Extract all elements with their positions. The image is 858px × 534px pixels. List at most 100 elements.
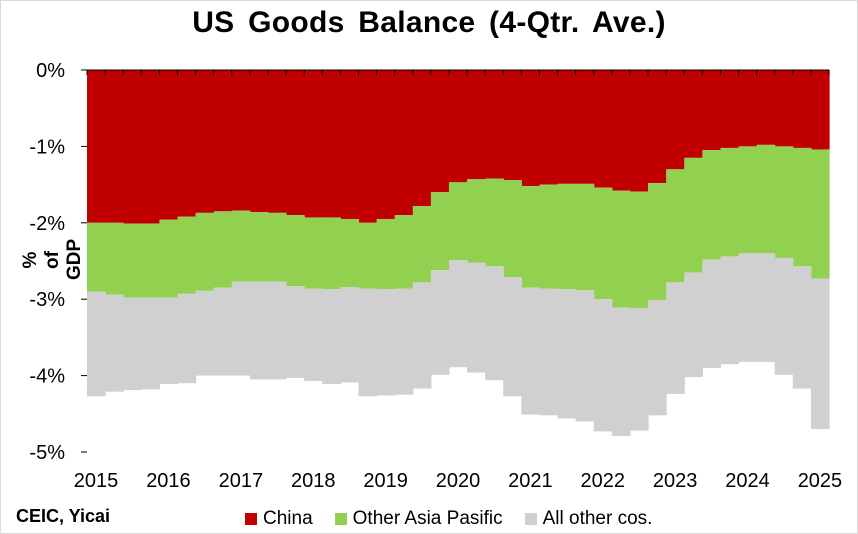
area-segment-all-other-cos- — [213, 287, 233, 376]
x-tick-label: 2024 — [725, 470, 770, 492]
area-segment-all-other-cos- — [593, 299, 613, 432]
area-segment-other-asia-pasific — [810, 149, 830, 279]
area-segment-china — [774, 70, 794, 147]
x-tick-label: 2025 — [798, 470, 843, 492]
area-segment-other-asia-pasific — [213, 211, 233, 288]
area-segment-other-asia-pasific — [611, 190, 631, 308]
area-segment-other-asia-pasific — [629, 191, 649, 309]
area-segment-all-other-cos- — [231, 281, 251, 376]
legend-swatch — [245, 513, 257, 525]
area-segment-other-asia-pasific — [666, 169, 685, 283]
area-segment-china — [412, 70, 432, 206]
area-segment-china — [756, 70, 776, 145]
area-segment-china — [87, 70, 106, 223]
area-segment-all-other-cos- — [448, 260, 468, 368]
area-segment-other-asia-pasific — [448, 182, 468, 261]
area-segment-other-asia-pasific — [340, 218, 360, 287]
area-segment-other-asia-pasific — [467, 179, 486, 263]
area-segment-china — [648, 70, 667, 184]
area-segment-china — [720, 70, 740, 148]
area-segment-other-asia-pasific — [684, 157, 703, 273]
chart-title: US Goods Balance (4-Qtr. Ave.) — [192, 6, 666, 39]
area-segment-all-other-cos- — [611, 307, 631, 436]
area-segment-china — [575, 70, 595, 184]
area-segment-china — [430, 70, 450, 193]
area-segment-all-other-cos- — [521, 287, 541, 415]
area-segment-other-asia-pasific — [286, 215, 305, 287]
area-segment-other-asia-pasific — [412, 205, 432, 283]
area-segment-china — [593, 70, 613, 188]
area-segment-all-other-cos- — [774, 257, 794, 375]
y-tick-label: -2% — [29, 213, 65, 235]
area-segment-all-other-cos- — [702, 259, 722, 368]
area-segment-all-other-cos- — [756, 253, 776, 362]
area-segment-other-asia-pasific — [557, 183, 577, 290]
area-segment-china — [611, 70, 631, 191]
x-tick-label: 2020 — [436, 470, 481, 492]
area-segment-china — [159, 70, 179, 220]
area-segment-all-other-cos- — [249, 281, 269, 380]
area-segment-all-other-cos- — [376, 289, 396, 396]
area-segment-other-asia-pasific — [177, 216, 197, 294]
x-tick-label: 2023 — [653, 470, 698, 492]
area-segment-all-other-cos- — [159, 297, 179, 384]
area-segment-china — [358, 70, 378, 223]
area-segment-other-asia-pasific — [141, 223, 160, 298]
area-segment-all-other-cos- — [123, 297, 142, 391]
area-segment-china — [666, 70, 685, 170]
area-segment-china — [304, 70, 323, 218]
y-tick-label: -3% — [29, 289, 65, 311]
area-segment-china — [521, 70, 541, 187]
area-segment-all-other-cos- — [485, 266, 504, 381]
area-segment-all-other-cos- — [557, 289, 577, 419]
area-segment-china — [539, 70, 559, 185]
area-segment-other-asia-pasific — [322, 217, 341, 290]
x-tick-label: 2015 — [74, 470, 119, 492]
area-segment-other-asia-pasific — [521, 186, 541, 288]
area-segment-china — [231, 70, 251, 211]
area-segment-china — [448, 70, 468, 183]
area-segment-china — [340, 70, 360, 219]
area-segment-china — [702, 70, 722, 151]
x-tick-label: 2016 — [146, 470, 191, 492]
area-segment-other-asia-pasific — [648, 183, 667, 300]
area-segment-china — [105, 70, 124, 223]
area-segment-china — [485, 70, 504, 179]
area-segment-all-other-cos- — [648, 299, 667, 416]
area-segment-other-asia-pasific — [503, 180, 522, 278]
area-segment-all-other-cos- — [87, 291, 106, 397]
x-tick-label: 2019 — [363, 470, 408, 492]
legend-swatch — [524, 513, 537, 525]
area-segment-other-asia-pasific — [87, 222, 106, 292]
area-segment-other-asia-pasific — [358, 222, 378, 289]
area-segment-china — [322, 70, 341, 218]
y-tick-label: -1% — [29, 136, 65, 158]
area-segment-china — [684, 70, 703, 158]
area-segment-other-asia-pasific — [720, 147, 740, 257]
area-segment-all-other-cos- — [503, 277, 522, 397]
area-segment-other-asia-pasific — [195, 212, 215, 291]
area-segment-china — [467, 70, 486, 180]
area-segment-other-asia-pasific — [774, 146, 794, 258]
legend-swatch — [334, 513, 347, 525]
area-segment-china — [394, 70, 414, 216]
area-segment-other-asia-pasific — [539, 184, 559, 289]
area-segment-all-other-cos- — [684, 272, 703, 378]
area-segment-china — [195, 70, 215, 213]
area-segment-all-other-cos- — [539, 288, 559, 416]
area-segment-all-other-cos- — [412, 282, 432, 389]
area-segment-china — [738, 70, 758, 147]
area-segment-china — [629, 70, 649, 192]
area-segment-china — [267, 70, 287, 213]
area-segment-other-asia-pasific — [738, 146, 758, 254]
area-segment-all-other-cos- — [738, 253, 758, 362]
area-segment-all-other-cos- — [575, 290, 595, 422]
area-segment-other-asia-pasific — [123, 223, 142, 298]
x-tick-label: 2018 — [291, 470, 336, 492]
area-segment-all-other-cos- — [195, 290, 215, 376]
area-segment-other-asia-pasific — [231, 210, 251, 282]
area-segment-other-asia-pasific — [575, 183, 595, 291]
area-segment-all-other-cos- — [177, 293, 197, 384]
area-segment-all-other-cos- — [304, 288, 323, 381]
legend-label: Other Asia Pasific — [352, 508, 503, 529]
